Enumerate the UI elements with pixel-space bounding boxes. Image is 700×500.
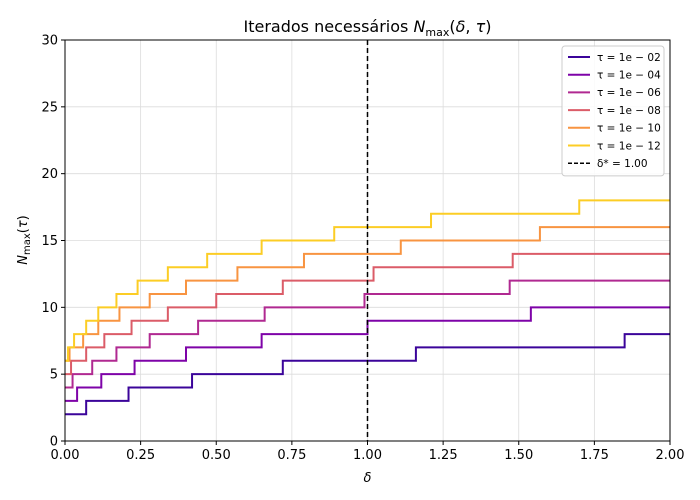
series-line-6 xyxy=(65,199,670,362)
x-tick-label: 0.25 xyxy=(126,448,155,463)
ylabel-args: ( xyxy=(16,228,31,233)
series-line-3 xyxy=(65,279,670,389)
ylabel-tau: τ xyxy=(16,220,31,228)
legend-label: τ = 1e − 10 xyxy=(597,123,661,135)
x-tick-label: 2.00 xyxy=(656,448,685,463)
y-tick-label: 0 xyxy=(50,435,58,450)
x-axis-label: δ xyxy=(364,471,372,486)
legend-label: τ = 1e − 12 xyxy=(597,140,661,152)
legend-label: δ* = 1.00 xyxy=(597,158,648,170)
y-tick-label: 30 xyxy=(41,34,58,49)
series-line-4 xyxy=(65,252,670,376)
title-close: ) xyxy=(485,17,491,36)
y-tick-label: 20 xyxy=(41,167,58,182)
title-prefix: Iterados necessários xyxy=(244,17,414,36)
title-tau: τ xyxy=(476,17,486,36)
x-tick-label: 0.50 xyxy=(202,448,231,463)
x-tick-label: 1.75 xyxy=(580,448,609,463)
series-line-1 xyxy=(65,333,670,416)
title-n: N xyxy=(413,17,425,36)
legend-label: τ = 1e − 02 xyxy=(597,52,661,64)
series-line-2 xyxy=(65,306,670,402)
legend-label: τ = 1e − 06 xyxy=(597,87,661,99)
x-tick-label: 1.25 xyxy=(429,448,458,463)
ylabel-subscript: max xyxy=(22,233,33,255)
legend-label: τ = 1e − 04 xyxy=(597,70,661,82)
title-delta: δ xyxy=(456,17,466,36)
x-tick-label: 1.50 xyxy=(504,448,533,463)
y-tick-label: 25 xyxy=(41,100,58,115)
ylabel-close: ) xyxy=(16,215,31,220)
y-tick-label: 15 xyxy=(41,234,58,249)
title-subscript: max xyxy=(425,26,449,39)
x-tick-label: 1.00 xyxy=(353,448,382,463)
series-line-5 xyxy=(65,226,670,362)
legend: τ = 1e − 02 τ = 1e − 04 τ = 1e − 06 τ = 1e … xyxy=(561,45,665,177)
axis-ticks: 0.00 0.25 0.50 0.75 1.00 1.25 1.50 1.75 2.00 0 5 10… xyxy=(41,34,684,464)
ylabel-n: N xyxy=(16,255,31,265)
y-axis-label: Nmax(τ) xyxy=(16,215,33,265)
y-tick-label: 10 xyxy=(41,301,58,316)
legend-label: τ = 1e − 08 xyxy=(597,105,661,117)
legend-box xyxy=(561,45,665,177)
x-tick-label: 0.75 xyxy=(277,448,306,463)
title-comma: , xyxy=(465,17,475,36)
title-args: ( xyxy=(449,17,455,36)
chart-title: Iterados necessários Nmax(δ, τ) xyxy=(244,17,492,39)
x-tick-label: 0.00 xyxy=(51,448,80,463)
y-tick-label: 5 xyxy=(50,368,58,383)
plot-series xyxy=(65,199,670,416)
